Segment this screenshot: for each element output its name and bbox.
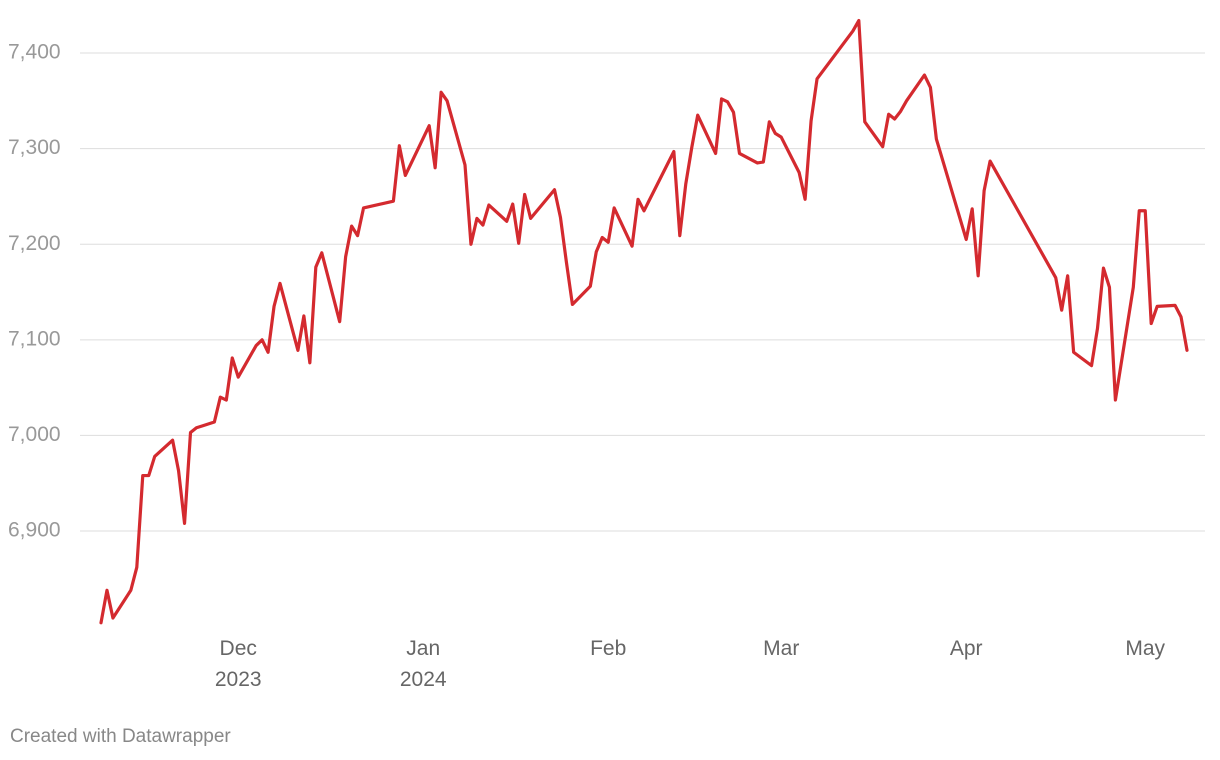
x-tick-label: Jan 2024 bbox=[400, 637, 447, 691]
x-tick-label: May bbox=[1125, 637, 1165, 660]
x-tick-label: Apr bbox=[950, 637, 983, 660]
y-tick-label: 7,000 bbox=[8, 423, 61, 446]
x-tick-label: Mar bbox=[763, 637, 799, 660]
y-tick-label: 6,900 bbox=[8, 519, 61, 542]
x-tick-label: Dec 2023 bbox=[215, 637, 262, 691]
y-tick-label: 7,200 bbox=[8, 232, 61, 255]
line-series bbox=[99, 18, 1189, 625]
y-tick-label: 7,400 bbox=[8, 41, 61, 64]
x-tick-label: Feb bbox=[590, 637, 626, 660]
y-tick-label: 7,100 bbox=[8, 327, 61, 350]
footer-credit: Created with Datawrapper bbox=[10, 726, 231, 747]
y-tick-label: 7,300 bbox=[8, 136, 61, 159]
